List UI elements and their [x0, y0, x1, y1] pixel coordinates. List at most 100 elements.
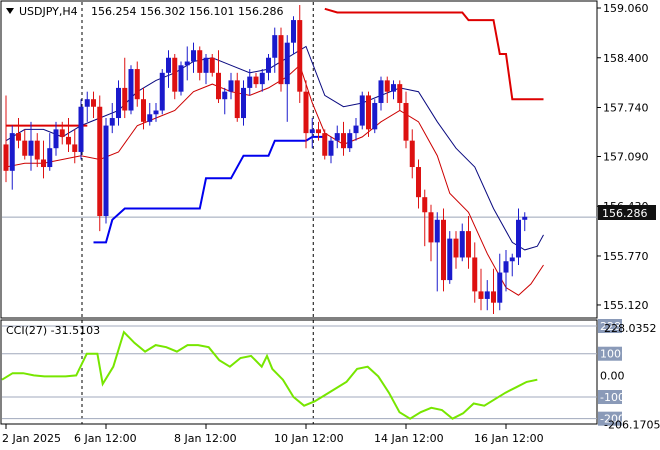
candle [397, 80, 403, 111]
candle [22, 129, 28, 160]
candle-body [91, 99, 96, 107]
candle [466, 216, 471, 269]
trailing-stop-lines [6, 7, 544, 244]
candle [378, 76, 384, 111]
candle-body [353, 125, 359, 134]
candle-body [322, 133, 328, 156]
candle-body [422, 197, 428, 213]
candle-body [84, 99, 90, 107]
candle-body [103, 125, 109, 217]
candle-body [228, 80, 234, 92]
candle [41, 140, 46, 179]
cci-label: CCI(27) -31.5103 [6, 324, 100, 337]
menu-triangle-icon[interactable] [6, 8, 14, 14]
cci-level-badge-label: 100 [600, 348, 621, 361]
candle-body [122, 87, 128, 111]
candle-body [9, 133, 15, 171]
current-price-label: 156.286 [602, 207, 648, 220]
candle [472, 242, 478, 303]
candle-body [491, 291, 496, 303]
time-tick-label: 14 Jan 12:00 [374, 432, 444, 445]
price-tick-label: 157.740 [603, 101, 649, 114]
candle-body [72, 144, 78, 152]
moving-averages [5, 45, 544, 296]
candle-body [78, 106, 84, 152]
candle [491, 268, 496, 314]
candle [253, 72, 259, 88]
candle [16, 118, 21, 149]
candle-body [234, 80, 240, 119]
fast-ma-line [5, 64, 544, 296]
candle-body [453, 238, 459, 258]
candle [278, 27, 284, 92]
candle-body [291, 20, 296, 43]
candle-body [297, 20, 303, 92]
candle-body [159, 72, 165, 111]
candle-body [466, 231, 471, 258]
candle-body [178, 65, 184, 92]
candle-body [447, 238, 453, 281]
candle-body [109, 118, 115, 126]
candle [172, 53, 178, 100]
candle-body [247, 76, 253, 88]
candle-body [509, 257, 515, 262]
candle-body [441, 219, 446, 281]
candle-body [66, 136, 71, 145]
price-panel-frame [0, 0, 598, 319]
candle [72, 129, 78, 164]
candle [484, 280, 490, 311]
cci-level-label: 0.00 [600, 369, 625, 382]
time-tick-label: 16 Jan 12:00 [474, 432, 544, 445]
candle-body [347, 133, 353, 149]
candle [47, 133, 53, 171]
candle [441, 208, 446, 292]
cci-level-badge [598, 411, 622, 426]
candle-body [222, 91, 228, 100]
candle-body [134, 69, 140, 100]
candle-body [428, 212, 434, 243]
cci-max-label: 228.0352 [604, 322, 657, 335]
candle [434, 212, 440, 292]
cci-level-badge-label: -200 [600, 413, 625, 426]
candle [141, 87, 146, 130]
candle-body [266, 57, 271, 73]
candle [3, 95, 9, 183]
candle [153, 102, 159, 122]
candle [97, 95, 103, 232]
candle [134, 61, 140, 107]
candle [259, 69, 265, 92]
time-tick-label: 8 Jan 12:00 [174, 432, 237, 445]
candle-body [366, 95, 371, 130]
candle [103, 118, 109, 224]
candle [334, 125, 340, 149]
candle [91, 91, 96, 119]
cci-level-badge-label: 228 [600, 320, 621, 333]
cci-indicator: 228 100 0.00 -100 -200 228.0352 -206.1705 [1, 319, 660, 432]
cci-level-badge-label: -100 [600, 391, 625, 404]
candle-body [503, 261, 509, 273]
cci-level-badge [598, 390, 622, 405]
candle-body [316, 129, 321, 134]
candle-body [166, 57, 171, 73]
candle [328, 136, 334, 164]
candle-body [97, 106, 103, 217]
candle-body [334, 133, 340, 141]
candle-body [47, 148, 53, 168]
candle-body [434, 219, 440, 243]
candle-body [141, 99, 146, 122]
candle [403, 91, 409, 149]
candle [197, 46, 203, 81]
time-tick-label: 2 Jan 2025 [2, 432, 61, 445]
price-axis: 159.060158.400157.740157.090156.430155.7… [597, 2, 649, 312]
symbol-label: USDJPY,H4 [19, 5, 78, 18]
candle [522, 212, 528, 232]
candle [128, 65, 134, 115]
candle [384, 76, 390, 103]
candle [28, 121, 34, 171]
candle [178, 61, 184, 96]
candle [84, 91, 90, 122]
time-tick-label: 6 Jan 12:00 [74, 432, 137, 445]
candle-body [516, 219, 521, 258]
candle-body [22, 140, 28, 156]
